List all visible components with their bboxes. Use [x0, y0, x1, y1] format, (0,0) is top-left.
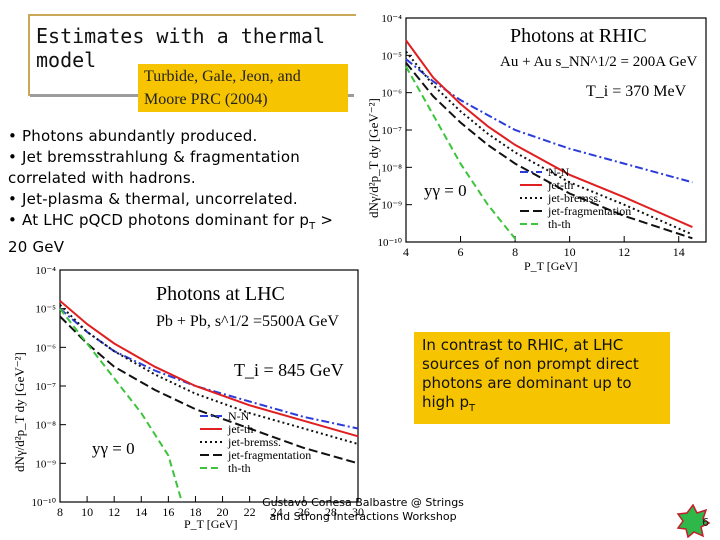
- bullet-text-tail: > 20 GeV: [8, 211, 334, 256]
- lhc-y-label: dNγ/d²p_T dy [GeV⁻²]: [12, 352, 27, 472]
- rhic-series-line: [405, 58, 693, 184]
- lhc-series-line: [59, 315, 359, 465]
- lhc-x-tick-label: 14: [135, 505, 147, 519]
- rhic-series-lines: [405, 39, 693, 243]
- lhc-x-tick-label: 10: [81, 505, 93, 519]
- lhc-rapidity: yγ = 0: [92, 439, 135, 458]
- lhc-y-tick-label: 10⁻⁴: [35, 265, 56, 277]
- rhic-legend-label: jet-fragmentation: [547, 204, 631, 218]
- lhc-series-lines: [59, 300, 359, 503]
- rhic-y-tick-label: 10⁻⁵: [381, 50, 402, 62]
- starburst-icon: [676, 504, 710, 538]
- rhic-chart: 4 6 8 10 12 14 10⁻⁴ 10⁻⁵ 10⁻⁶ 10⁻⁷ 10⁻⁸ 10⁻⁹ 10⁻¹⁰ P…: [364, 4, 716, 276]
- lhc-legend-label: jet-fragmentation: [227, 448, 311, 462]
- bullet-item: • Jet-plasma & thermal, uncorrelated.: [8, 190, 298, 208]
- rhic-axis-ticks: 4 6 8 10 12 14 10⁻⁴ 10⁻⁵ 10⁻⁶ 10⁻⁷ 10⁻⁸ 10⁻⁹ 10⁻¹⁰: [377, 13, 684, 259]
- title-frame: [28, 14, 356, 96]
- rhic-temperature: T_i = 370 MeV: [586, 83, 687, 100]
- lhc-y-tick-label: 10⁻⁷: [35, 381, 56, 393]
- rhic-y-tick-label: 10⁻⁶: [381, 88, 402, 100]
- rhic-y-tick-label: 10⁻⁷: [381, 125, 402, 137]
- lhc-x-tick-label: 24: [271, 505, 283, 519]
- lhc-series-line: [59, 300, 359, 438]
- lhc-legend-label: jet-th: [227, 422, 253, 436]
- rhic-x-tick-label: 14: [673, 245, 685, 259]
- bullet-list: • Photons abundantly produced. • Jet bre…: [8, 126, 348, 258]
- contrast-note-text: In contrast to RHIC, at LHC sources of n…: [422, 336, 639, 411]
- lhc-y-tick-label: 10⁻¹⁰: [31, 497, 56, 509]
- lhc-legend-label: th-th: [228, 461, 251, 475]
- rhic-y-tick-label: 10⁻⁴: [381, 13, 402, 25]
- bullet-text: • At LHC pQCD photons dominant for p: [8, 211, 310, 229]
- rhic-y-tick-label: 10⁻⁸: [381, 162, 402, 174]
- rhic-series-line: [405, 50, 693, 236]
- lhc-x-tick-label: 18: [189, 505, 201, 519]
- reference-box: Turbide, Gale, Jeon, and Moore PRC (2004…: [138, 64, 348, 112]
- lhc-x-label: P_T [GeV]: [184, 517, 237, 531]
- rhic-y-tick-label: 10⁻¹⁰: [377, 237, 402, 249]
- lhc-series-line: [59, 307, 359, 430]
- bullet-item: • Photons abundantly produced.: [8, 127, 258, 145]
- rhic-chart-subtitle: Au + Au s_NN^1/2 = 200A GeV: [500, 54, 697, 70]
- rhic-chart-title: Photons at RHIC: [510, 25, 647, 47]
- rhic-x-tick-label: 10: [564, 245, 576, 259]
- rhic-legend-label: jet-bremss.: [547, 191, 601, 205]
- rhic-x-tick-label: 6: [458, 245, 464, 259]
- rhic-x-tick-label: 12: [618, 245, 630, 259]
- rhic-legend-label: jet-th: [547, 178, 573, 192]
- lhc-y-tick-label: 10⁻⁵: [35, 304, 56, 316]
- lhc-x-tick-label: 20: [217, 505, 229, 519]
- lhc-legend-label: N-N: [228, 409, 250, 423]
- rhic-rapidity: yγ = 0: [424, 181, 467, 200]
- lhc-y-tick-label: 10⁻⁹: [35, 458, 56, 470]
- bullet-item: • At LHC pQCD photons dominant for pT > …: [8, 210, 348, 258]
- rhic-series-line: [405, 62, 693, 240]
- lhc-x-tick-label: 22: [244, 505, 256, 519]
- lhc-y-tick-label: 10⁻⁶: [35, 342, 56, 354]
- lhc-legend: N-Njet-thjet-bremss.jet-fragmentationth-…: [200, 409, 311, 475]
- page-number-badge: 6: [676, 504, 710, 538]
- rhic-legend-label: N-N: [548, 165, 570, 179]
- contrast-note-box: In contrast to RHIC, at LHC sources of n…: [414, 332, 670, 424]
- rhic-legend-label: th-th: [548, 217, 571, 231]
- contrast-note-subscript: T: [469, 403, 476, 414]
- rhic-x-tick-label: 4: [403, 245, 409, 259]
- lhc-x-tick-label: 8: [57, 505, 63, 519]
- lhc-x-tick-label: 26: [298, 505, 310, 519]
- lhc-x-tick-label: 28: [325, 505, 337, 519]
- slide-title: Estimates with a thermal model: [36, 24, 325, 72]
- rhic-x-label: P_T [GeV]: [524, 259, 577, 273]
- bullet-subscript: T: [309, 221, 316, 232]
- lhc-x-tick-label: 16: [162, 505, 174, 519]
- lhc-series-line: [59, 304, 359, 445]
- lhc-axis-ticks: 8 10 12 14 16 18 20 22 24 26 28 30 10⁻⁴ 10⁻⁵ 10⁻⁶ 10⁻⁷ 1…: [31, 265, 364, 519]
- lhc-y-tick-label: 10⁻⁸: [35, 420, 56, 432]
- rhic-y-tick-label: 10⁻⁹: [381, 200, 402, 212]
- bullet-item: • Jet bremsstrahlung & fragmentation cor…: [8, 148, 300, 187]
- rhic-series-line: [405, 66, 519, 243]
- rhic-series-line: [405, 39, 693, 229]
- rhic-y-label: dNγ/d²p_T dy [GeV⁻²]: [366, 98, 381, 218]
- lhc-x-tick-label: 12: [108, 505, 120, 519]
- lhc-temperature: T_i = 845 GeV: [234, 360, 344, 380]
- lhc-chart: 8 10 12 14 16 18 20 22 24 26 28 30 10⁻⁴ 10⁻⁵ 10⁻⁶ 10⁻⁷ 1…: [4, 262, 370, 534]
- rhic-chart-background: [364, 4, 716, 276]
- rhic-x-tick-label: 8: [512, 245, 518, 259]
- footer-credit: Gustavo Conesa Balbastre @ Strings and S…: [262, 496, 464, 523]
- lhc-chart-title: Photons at LHC: [156, 283, 285, 305]
- page-number: 6: [702, 516, 709, 529]
- lhc-series-line: [59, 308, 183, 503]
- lhc-x-tick-label: 30: [352, 505, 364, 519]
- lhc-legend-label: jet-bremss.: [227, 435, 281, 449]
- lhc-chart-background: [4, 262, 370, 534]
- lhc-chart-subtitle: Pb + Pb, s^1/2 =5500A GeV: [156, 313, 339, 330]
- rhic-legend: N-Njet-thjet-bremss.jet-fragmentationth-…: [520, 165, 631, 231]
